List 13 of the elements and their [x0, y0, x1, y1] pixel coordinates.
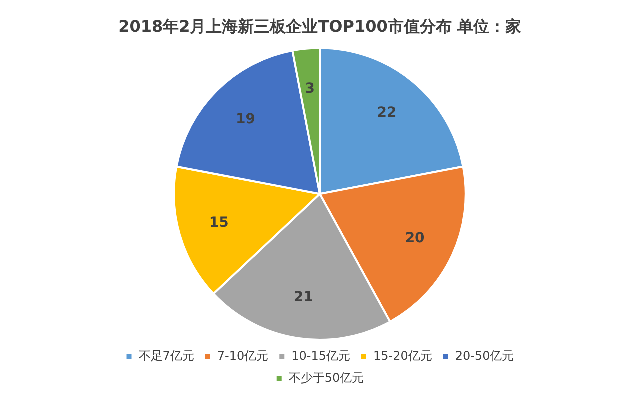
- chart-title: 2018年2月上海新三板企业TOP100市值分布 单位：家: [118, 16, 522, 36]
- legend-label: 不少于50亿元: [288, 371, 364, 386]
- data-label: 20: [405, 230, 426, 246]
- legend-label: 不足7亿元: [138, 349, 194, 364]
- data-label: 15: [209, 215, 229, 232]
- legend-label: 15-20亿元: [374, 349, 432, 364]
- legend-label: 20-50亿元: [455, 349, 514, 364]
- legend-label: 10-15亿元: [292, 349, 351, 364]
- data-label: 19: [236, 111, 256, 128]
- data-label: 21: [294, 289, 314, 306]
- data-label: 3: [305, 81, 315, 98]
- legend-label: 7-10亿元: [217, 349, 269, 364]
- data-label: 22: [377, 104, 397, 121]
